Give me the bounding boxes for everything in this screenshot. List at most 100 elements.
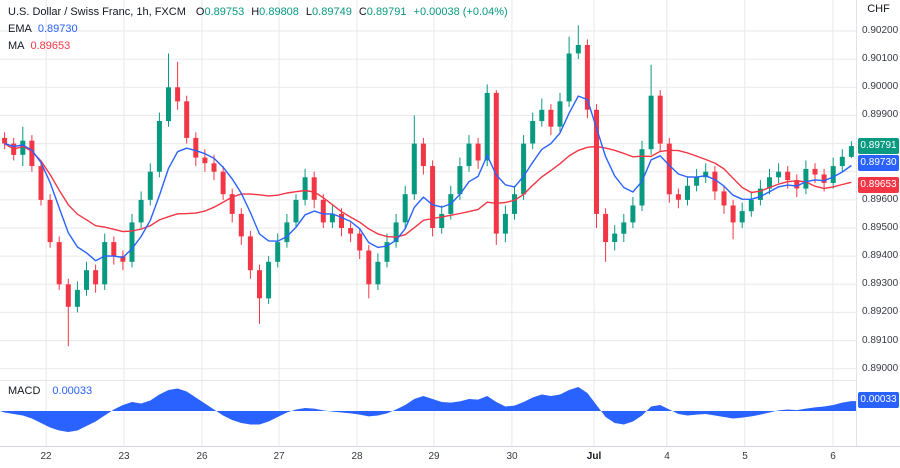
candle[interactable] — [147, 163, 153, 206]
candle[interactable] — [493, 90, 499, 245]
macd-pane[interactable]: MACD 0.00033 — [0, 380, 856, 447]
time-axis[interactable]: 22 23 26 27 28 29 30 Jul 4 5 6 — [0, 446, 900, 468]
candle[interactable] — [284, 213, 290, 248]
candle[interactable] — [694, 168, 700, 192]
candle[interactable] — [530, 112, 536, 150]
candle[interactable] — [402, 185, 408, 228]
ema-legend-row[interactable]: EMA 0.89730 — [8, 21, 508, 38]
candle[interactable] — [584, 39, 590, 119]
candle[interactable] — [839, 149, 845, 172]
candle[interactable] — [384, 233, 390, 268]
candle[interactable] — [2, 132, 8, 150]
candle[interactable] — [229, 188, 235, 223]
candle[interactable] — [311, 171, 317, 209]
candle[interactable] — [275, 233, 281, 268]
macd-canvas[interactable] — [0, 381, 856, 446]
candle[interactable] — [74, 281, 80, 313]
candle[interactable] — [475, 137, 481, 169]
candle[interactable] — [320, 194, 326, 228]
candle[interactable] — [102, 233, 108, 290]
candle[interactable] — [657, 90, 663, 152]
candle[interactable] — [138, 191, 144, 228]
candle[interactable] — [521, 135, 527, 200]
candle[interactable] — [120, 250, 126, 271]
candle[interactable] — [184, 95, 190, 144]
candle[interactable] — [739, 202, 745, 228]
candle[interactable] — [293, 194, 299, 228]
candle[interactable] — [166, 53, 171, 127]
candle[interactable] — [111, 236, 117, 265]
candle[interactable] — [666, 137, 672, 203]
candle[interactable] — [757, 180, 763, 206]
candle[interactable] — [366, 244, 372, 299]
candle[interactable] — [247, 230, 253, 279]
candle[interactable] — [193, 132, 199, 167]
candle[interactable] — [548, 104, 554, 136]
candle[interactable] — [220, 166, 226, 200]
candle[interactable] — [721, 185, 727, 214]
ema-line[interactable] — [4, 95, 852, 262]
candles-layer[interactable] — [2, 25, 854, 347]
candle[interactable] — [712, 166, 718, 200]
candle[interactable] — [202, 149, 208, 172]
candle[interactable] — [56, 236, 62, 290]
candle[interactable] — [357, 228, 363, 259]
candle[interactable] — [502, 205, 508, 243]
macd-area[interactable] — [0, 387, 856, 432]
candle[interactable] — [539, 98, 545, 127]
candle[interactable] — [648, 64, 654, 155]
candle[interactable] — [84, 261, 89, 296]
candle[interactable] — [420, 137, 426, 175]
price-chart-canvas[interactable] — [0, 0, 856, 380]
candle[interactable] — [748, 191, 754, 217]
symbol-info-row[interactable]: U.S. Dollar / Swiss Franc, 1h, FXCM O0.89… — [8, 4, 508, 21]
candle[interactable] — [457, 157, 463, 200]
candle[interactable] — [566, 36, 572, 107]
candle[interactable] — [703, 163, 709, 183]
candle[interactable] — [411, 115, 417, 200]
candle[interactable] — [848, 141, 854, 158]
candle[interactable] — [257, 264, 262, 324]
price-chart-pane[interactable] — [0, 0, 856, 380]
macd-legend-row[interactable]: MACD 0.00033 — [8, 385, 92, 397]
candle[interactable] — [557, 92, 563, 133]
candle[interactable] — [621, 213, 627, 243]
candle[interactable] — [767, 168, 772, 195]
candle[interactable] — [685, 177, 690, 206]
candle[interactable] — [776, 163, 782, 183]
candle[interactable] — [639, 140, 645, 212]
candle[interactable] — [266, 256, 272, 304]
candle[interactable] — [630, 197, 636, 228]
candle[interactable] — [730, 199, 736, 240]
candle[interactable] — [803, 160, 809, 195]
candle[interactable] — [302, 168, 308, 206]
candle[interactable] — [129, 213, 135, 268]
candle[interactable] — [484, 84, 490, 167]
candle[interactable] — [466, 135, 472, 172]
candle[interactable] — [439, 205, 445, 234]
candle[interactable] — [339, 208, 344, 237]
candle[interactable] — [348, 222, 354, 243]
candle[interactable] — [47, 194, 53, 248]
candle[interactable] — [675, 188, 681, 209]
candle[interactable] — [329, 205, 335, 229]
candle[interactable] — [65, 278, 71, 347]
symbol-title[interactable]: U.S. Dollar / Swiss Franc, 1h, FXCM — [8, 6, 186, 18]
candle[interactable] — [175, 61, 181, 110]
candle[interactable] — [612, 225, 618, 251]
candle[interactable] — [156, 112, 162, 178]
candle[interactable] — [430, 160, 436, 237]
candle[interactable] — [93, 264, 99, 293]
candle[interactable] — [375, 253, 381, 290]
candle[interactable] — [575, 25, 581, 60]
candle[interactable] — [29, 135, 35, 172]
candle[interactable] — [238, 208, 244, 245]
ma-legend-row[interactable]: MA 0.89653 — [8, 38, 508, 55]
candle[interactable] — [830, 157, 836, 189]
candle[interactable] — [393, 213, 399, 248]
candle[interactable] — [512, 185, 517, 220]
candle[interactable] — [38, 160, 44, 206]
candle[interactable] — [594, 104, 599, 228]
price-axis[interactable]: CHF 0.90200 0.90100 0.90000 0.89900 0.89600 0… — [856, 0, 900, 446]
candle[interactable] — [603, 208, 609, 262]
